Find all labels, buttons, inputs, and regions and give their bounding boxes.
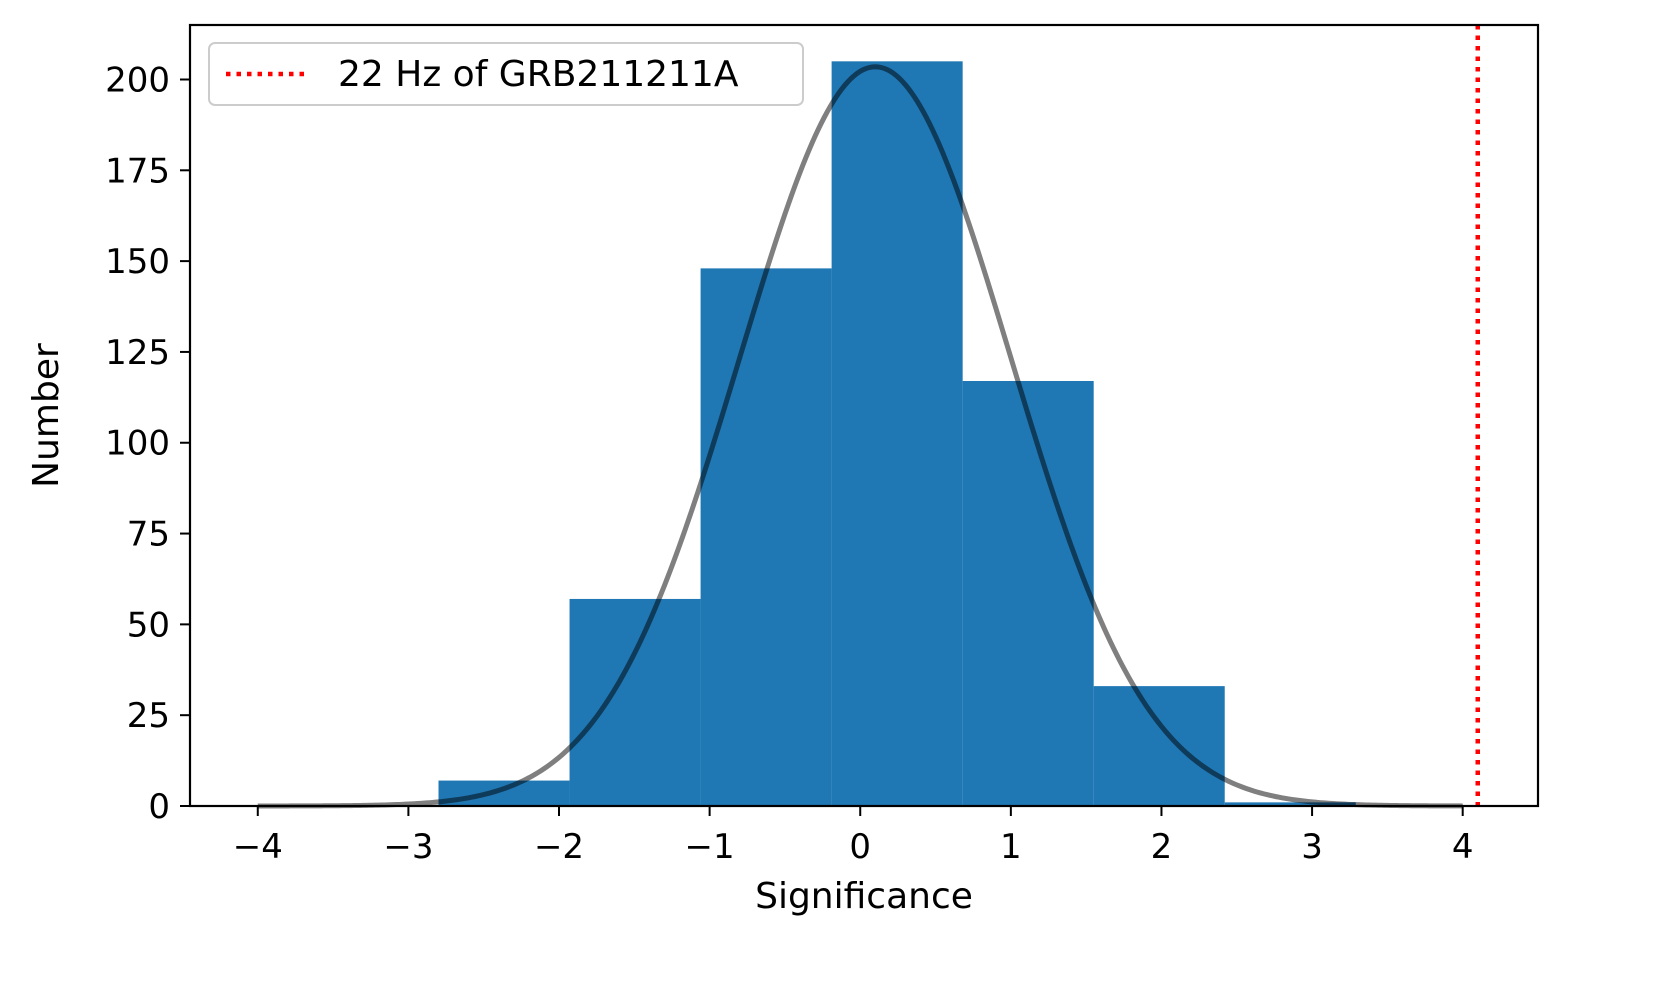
y-tick-label: 125 [105, 333, 170, 373]
histogram-bar [438, 780, 570, 806]
histogram-bar [1093, 686, 1225, 806]
x-axis-ticks: −4 −3 −2 −1 0 1 2 3 4 [233, 806, 1474, 867]
x-tick-label: 4 [1452, 827, 1474, 867]
y-tick-label: 100 [105, 424, 170, 464]
histogram-bar [700, 268, 832, 806]
y-tick-label: 150 [105, 242, 170, 282]
y-tick-label: 25 [127, 696, 170, 736]
histogram-bar [1224, 802, 1356, 806]
x-tick-label: −4 [233, 827, 283, 867]
x-tick-label: −3 [383, 827, 433, 867]
x-tick-label: −1 [685, 827, 735, 867]
gaussian-fit-curve [257, 64, 1463, 809]
y-tick-label: 50 [127, 605, 170, 645]
y-tick-label: 200 [105, 60, 170, 100]
y-axis-label: Number [26, 343, 67, 488]
y-axis-ticks: 0 25 50 75 100 125 150 175 200 [105, 60, 190, 827]
x-tick-label: 1 [1000, 827, 1022, 867]
x-axis-label: Significance [755, 876, 973, 917]
histogram-bar [831, 61, 963, 807]
histogram-bar [962, 380, 1094, 806]
x-tick-label: −2 [534, 827, 584, 867]
x-tick-label: 2 [1151, 827, 1173, 867]
histogram-bar [569, 598, 701, 806]
legend-entry-label: 22 Hz of GRB211211A [338, 54, 739, 95]
plot-area-frame [188, 23, 1540, 808]
histogram-bars [438, 61, 1356, 807]
y-tick-label: 175 [105, 151, 170, 191]
x-tick-label: 3 [1301, 827, 1323, 867]
legend: 22 Hz of GRB211211A [208, 42, 804, 106]
legend-box [208, 42, 804, 106]
y-tick-label: 75 [127, 515, 170, 555]
x-tick-label: 0 [849, 827, 871, 867]
y-tick-label: 0 [148, 787, 170, 827]
